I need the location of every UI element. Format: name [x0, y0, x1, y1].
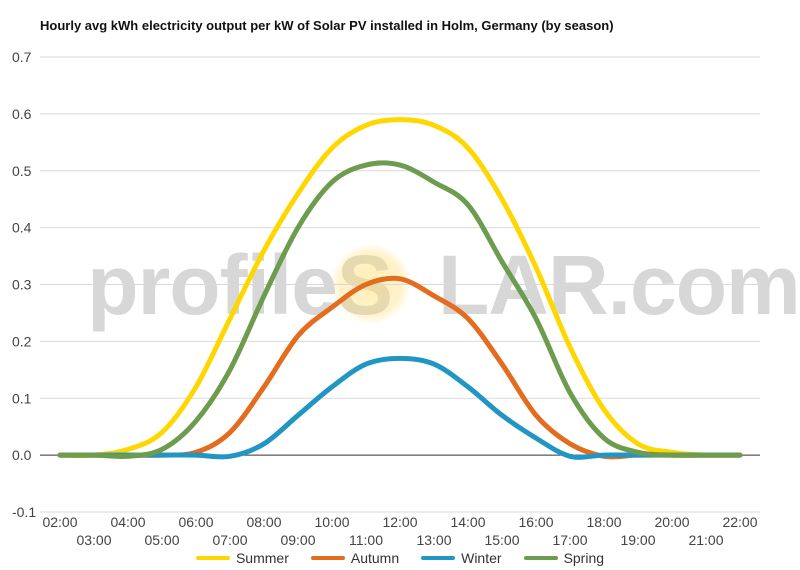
grid-layer	[40, 56, 760, 513]
x-tick-label: 15:00	[484, 532, 519, 548]
y-tick-label: 0.0	[12, 447, 32, 463]
x-tick-label: 08:00	[246, 514, 281, 530]
x-tick-label: 03:00	[76, 532, 111, 548]
legend-item-spring[interactable]: Spring	[523, 548, 605, 568]
legend-item-summer[interactable]: Summer	[195, 548, 289, 568]
legend-label: Autumn	[350, 550, 400, 566]
x-tick-label: 04:00	[110, 514, 145, 530]
x-tick-label: 11:00	[349, 532, 383, 548]
y-tick-label: 0.1	[12, 390, 32, 406]
legend-label: Winter	[461, 550, 502, 566]
x-tick-label: 13:00	[416, 532, 451, 548]
y-tick-label: 0.3	[12, 277, 32, 293]
x-tick-label: 05:00	[144, 532, 179, 548]
x-tick-label: 16:00	[518, 514, 553, 530]
legend-label: Spring	[563, 550, 605, 566]
legend-item-winter[interactable]: Winter	[421, 548, 502, 568]
axis-layer: 0.7 0.6 0.5 0.4 0.3 0.2 0.1 0.0 -0.1 02:00 03:00 04…	[12, 49, 758, 548]
series-line-summer	[57, 117, 743, 459]
legend-swatch	[523, 556, 558, 560]
x-tick-label: 21:00	[688, 532, 723, 548]
y-tick-label: -0.1	[12, 504, 36, 520]
legend-swatch	[310, 556, 345, 560]
y-tick-label: 0.7	[12, 49, 32, 65]
x-tick-label: 22:00	[722, 514, 757, 530]
x-tick-label: 12:00	[382, 514, 417, 530]
x-tick-label: 07:00	[212, 532, 247, 548]
series-line-spring	[57, 160, 743, 460]
legend-label: Summer	[235, 550, 289, 566]
legend: Summer Autumn Winter Spring	[0, 548, 800, 568]
x-tick-label: 06:00	[178, 514, 213, 530]
x-tick-label: 09:00	[280, 532, 315, 548]
x-tick-label: 20:00	[654, 514, 689, 530]
y-tick-label: 0.5	[12, 163, 32, 179]
series-line-winter	[57, 355, 743, 460]
chart-title: Hourly avg kWh electricity output per kW…	[40, 18, 614, 33]
legend-swatch	[421, 556, 456, 560]
x-tick-label: 10:00	[314, 514, 349, 530]
x-tick-label: 02:00	[42, 514, 77, 530]
x-tick-label: 18:00	[586, 514, 621, 530]
y-tick-label: 0.6	[12, 106, 32, 122]
x-tick-label: 17:00	[552, 532, 587, 548]
x-tick-label: 14:00	[450, 514, 485, 530]
series-layer	[57, 117, 743, 460]
y-tick-label: 0.2	[12, 333, 32, 349]
legend-item-autumn[interactable]: Autumn	[310, 548, 400, 568]
x-tick-label: 19:00	[620, 532, 655, 548]
y-tick-label: 0.4	[12, 220, 32, 236]
legend-swatch	[195, 556, 230, 560]
